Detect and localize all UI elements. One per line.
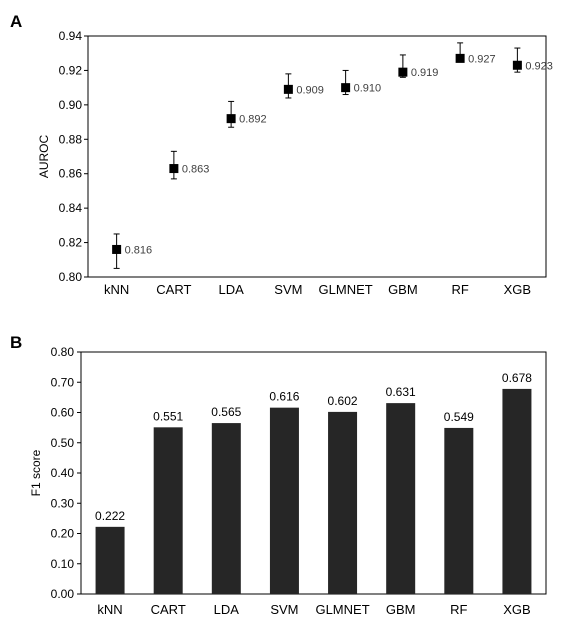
f1-bar: [328, 411, 358, 594]
auroc-points: 0.816 0.863 0.892 0.909 0.910 0.919 0.927 0.923: [112, 42, 553, 269]
auroc-point: [283, 84, 293, 94]
f1-y-tick-label: 0.10: [51, 557, 75, 571]
f1-y-tick-label: 0.00: [51, 587, 75, 601]
auroc-y-tick-label: 0.84: [59, 201, 83, 215]
f1-data-label: 0.565: [211, 405, 241, 419]
auroc-category-label: GBM: [388, 282, 418, 297]
f1-category-label: kNN: [97, 602, 122, 617]
f1-y-tick-label: 0.80: [51, 345, 75, 359]
auroc-category-label: LDA: [218, 282, 244, 297]
f1-bar: [386, 403, 416, 594]
auroc-data-label: 0.923: [525, 60, 553, 72]
f1-y-tick-label: 0.20: [51, 527, 75, 541]
f1-category-label: XGB: [503, 602, 530, 617]
f1-bars: 0.222 0.551 0.565 0.616 0.602 0.631 0.549 0.678: [95, 371, 532, 594]
auroc-data-label: 0.816: [125, 244, 153, 256]
f1-category-label: CART: [151, 602, 186, 617]
f1-y-tick-label: 0.70: [51, 375, 75, 389]
auroc-point: [398, 67, 408, 77]
f1-data-label: 0.631: [386, 385, 416, 399]
auroc-point: [455, 53, 465, 63]
f1-category-label: RF: [450, 602, 467, 617]
f1-y-ticks: 0.00 0.10 0.20 0.30 0.40 0.50 0.60 0.70 0.80: [51, 345, 81, 601]
f1-y-tick-label: 0.30: [51, 496, 75, 510]
auroc-data-label: 0.919: [411, 67, 439, 79]
f1-y-tick-label: 0.40: [51, 466, 75, 480]
auroc-data-label: 0.927: [468, 53, 496, 65]
auroc-category-label: CART: [156, 282, 191, 297]
auroc-category-label: RF: [451, 282, 468, 297]
auroc-category-label: SVM: [274, 282, 302, 297]
f1-data-label: 0.551: [153, 409, 183, 423]
auroc-point: [512, 60, 522, 70]
auroc-y-tick-label: 0.90: [59, 98, 83, 112]
f1-data-label: 0.549: [444, 410, 474, 424]
auroc-category-label: kNN: [104, 282, 129, 297]
auroc-point: [226, 114, 236, 124]
auroc-y-tick-label: 0.82: [59, 236, 83, 250]
panel-label-b: B: [10, 333, 22, 352]
auroc-point: [112, 244, 122, 254]
auroc-chart: A AUROC 0.80 0.82 0.84 0.86 0.88 0.90 0.92 0.94…: [10, 12, 553, 297]
panel-label-a: A: [10, 12, 22, 31]
auroc-point: [341, 83, 351, 93]
f1-data-label: 0.616: [269, 390, 299, 404]
f1-data-label: 0.602: [328, 394, 358, 408]
auroc-category-label: GLMNET: [319, 282, 373, 297]
f1-bar: [153, 427, 183, 594]
auroc-plot-frame: [87, 35, 547, 278]
auroc-y-tick-label: 0.80: [59, 270, 83, 284]
auroc-point: [169, 164, 179, 174]
f1-category-label: SVM: [270, 602, 298, 617]
auroc-y-tick-label: 0.86: [59, 167, 83, 181]
f1-chart: B F1 score 0.000.100.200.300.400.500.600…: [10, 333, 547, 617]
f1-data-label: 0.222: [95, 509, 125, 523]
auroc-y-tick-label: 0.88: [59, 132, 83, 146]
auroc-y-tick-label: 0.92: [59, 63, 83, 77]
auroc-y-axis-title: AUROC: [37, 135, 51, 179]
f1-x-categories: kNN CART LDA SVM GLMNET GBM RF XGB: [97, 602, 530, 617]
f1-bar: [211, 423, 241, 594]
f1-bar: [95, 526, 125, 594]
auroc-y-ticks: 0.80 0.82 0.84 0.86 0.88 0.90 0.92 0.94: [59, 29, 88, 284]
auroc-data-label: 0.863: [182, 164, 210, 176]
f1-y-tick-label: 0.50: [51, 436, 75, 450]
f1-bar: [444, 427, 474, 594]
f1-y-tick-label: 0.60: [51, 406, 75, 420]
f1-plot-frame: [80, 351, 547, 595]
f1-category-label: GLMNET: [315, 602, 369, 617]
auroc-data-label: 0.892: [239, 114, 267, 126]
auroc-category-label: XGB: [504, 282, 531, 297]
f1-category-label: GBM: [386, 602, 416, 617]
auroc-y-tick-label: 0.94: [59, 29, 83, 43]
f1-y-axis-title: F1 score: [29, 449, 43, 496]
f1-bar: [502, 388, 532, 594]
f1-data-label: 0.678: [502, 371, 532, 385]
f1-bar: [269, 407, 299, 594]
auroc-x-categories: kNN CART LDA SVM GLMNET GBM RF XGB: [104, 282, 531, 297]
f1-category-label: LDA: [214, 602, 240, 617]
auroc-data-label: 0.909: [296, 84, 324, 96]
auroc-data-label: 0.910: [354, 83, 382, 95]
